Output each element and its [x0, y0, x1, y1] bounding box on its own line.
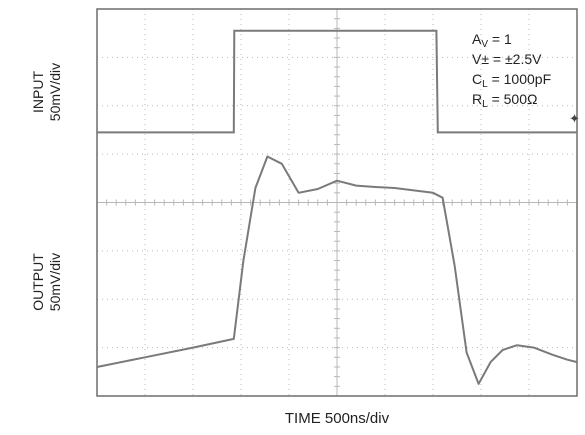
annotation-load-capacitance: CL = 1000pF [472, 71, 552, 90]
annotation-gain: AV = 1 [472, 31, 512, 50]
grid [96, 8, 578, 397]
annotation-supply: V± = ±2.5V [472, 51, 542, 67]
annotation-load-resistance: RL = 500Ω [472, 91, 538, 110]
x-axis-label: TIME 500ns/div [284, 410, 390, 427]
marker-glyph: ✦ [569, 111, 580, 126]
scope-frame [96, 8, 578, 397]
output-axis-label: OUTPUT 50mV/div [30, 252, 63, 312]
input-trace [97, 29, 577, 134]
input-axis-label: INPUT 50mV/div [30, 62, 63, 122]
output-trace [96, 155, 578, 385]
